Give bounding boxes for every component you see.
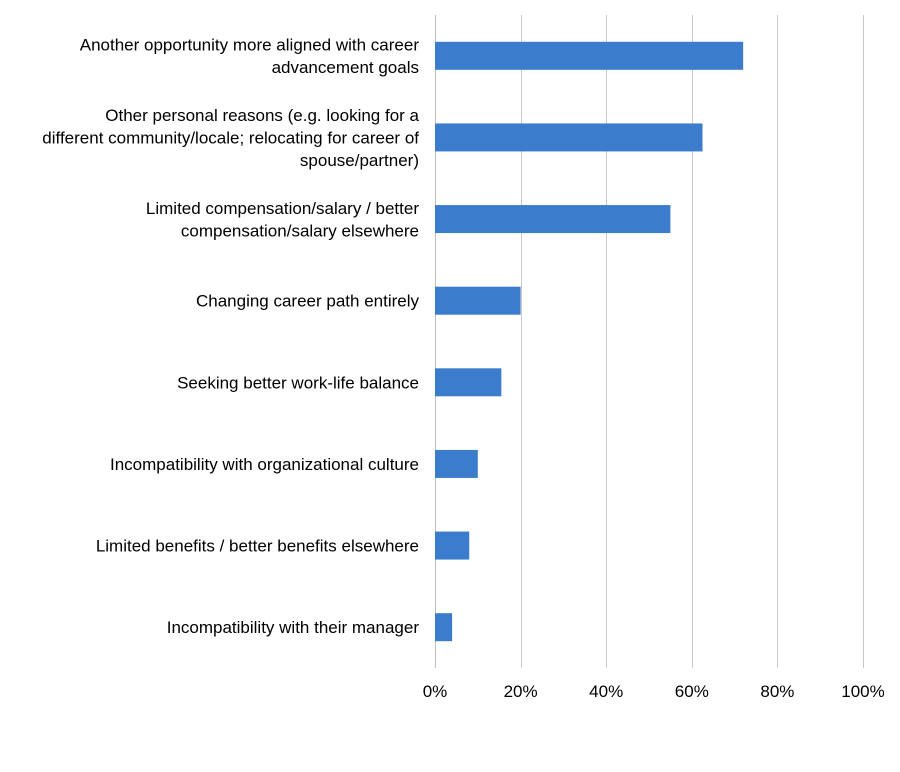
bar [435, 613, 453, 642]
bars [435, 41, 744, 642]
category-label: Another opportunity more aligned with ca… [80, 36, 420, 78]
x-tick-label: 100% [841, 682, 884, 701]
category-label-line: Limited compensation/salary / better [146, 199, 419, 218]
category-label-line: Another opportunity more aligned with ca… [80, 36, 420, 55]
x-tick-label: 60% [675, 682, 709, 701]
category-label-line: compensation/salary elsewhere [181, 221, 419, 240]
category-label-line: Incompatibility with organizational cult… [110, 455, 419, 474]
category-label: Incompatibility with their manager [167, 618, 420, 637]
bar [435, 531, 470, 560]
bar [435, 449, 478, 478]
category-label-line: advancement goals [272, 58, 419, 77]
x-tick-label: 80% [760, 682, 794, 701]
category-label: Changing career path entirely [196, 292, 420, 311]
category-labels: Another opportunity more aligned with ca… [42, 36, 419, 638]
bar [435, 205, 671, 234]
category-label-line: different community/locale; relocating f… [42, 128, 419, 147]
category-label-line: Other personal reasons (e.g. looking for… [105, 106, 419, 125]
category-label: Limited benefits / better benefits elsew… [96, 537, 419, 556]
category-label-line: Seeking better work-life balance [177, 373, 419, 392]
x-tick-label: 0% [423, 682, 448, 701]
category-label: Incompatibility with organizational cult… [110, 455, 419, 474]
gridlines [435, 15, 864, 668]
x-tick-label: 20% [504, 682, 538, 701]
category-label: Seeking better work-life balance [177, 373, 419, 392]
x-tick-label: 40% [589, 682, 623, 701]
bar [435, 123, 703, 152]
x-axis-ticks: 0% 20% 40% 60% 80% 100% [423, 682, 885, 701]
category-label-line: Limited benefits / better benefits elsew… [96, 537, 419, 556]
bar [435, 41, 744, 70]
bar [435, 286, 521, 315]
category-label-line: Incompatibility with their manager [167, 618, 420, 637]
category-label: Limited compensation/salary / better comp… [146, 199, 419, 241]
category-label-line: spouse/partner) [300, 151, 419, 170]
category-label: Other personal reasons (e.g. looking for… [42, 106, 419, 170]
bar [435, 368, 502, 397]
category-label-line: Changing career path entirely [196, 292, 420, 311]
